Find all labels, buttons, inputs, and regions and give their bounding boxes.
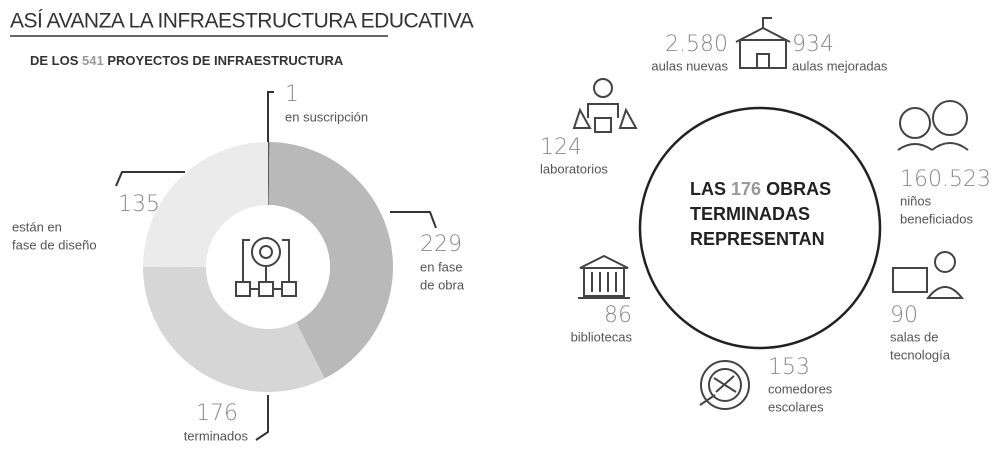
center-part: LAS xyxy=(690,179,726,199)
subtitle-highlight: 541 xyxy=(82,53,104,68)
leader-line xyxy=(255,395,269,441)
subtitle: DE LOS 541 PROYECTOS DE INFRAESTRUCTURA xyxy=(30,53,344,68)
center-text: REPRESENTAN xyxy=(690,229,825,249)
outcome-label: comedores xyxy=(768,381,833,396)
outcome-value: 2.580 xyxy=(665,32,728,57)
outcome-label: aulas mejoradas xyxy=(792,58,888,73)
segment-label: en suscripción xyxy=(285,109,368,124)
outcome-value: 153 xyxy=(768,355,810,380)
donut-segment xyxy=(143,266,325,392)
outcome-label: laboratorios xyxy=(540,161,608,176)
outcome-value: 934 xyxy=(792,32,834,57)
leader-line xyxy=(115,171,185,187)
outcome-value: 86 xyxy=(604,303,632,328)
subtitle-part: PROYECTOS DE INFRAESTRUCTURA xyxy=(107,53,344,68)
gear-icon xyxy=(235,237,297,297)
segment-label: en fase xyxy=(420,259,463,274)
segment-label: están en xyxy=(12,219,62,234)
outcome-value: 124 xyxy=(540,135,582,160)
outcome-label: aulas nuevas xyxy=(651,58,728,73)
plate-icon xyxy=(699,360,750,410)
segment-label: terminados xyxy=(184,428,249,443)
center-part: OBRAS xyxy=(766,179,831,199)
donut-segment xyxy=(143,142,268,267)
tech-icon xyxy=(892,251,965,299)
outcome-label: beneficiados xyxy=(900,211,973,226)
school-icon xyxy=(735,17,791,69)
center-circle xyxy=(638,106,882,350)
leader-line xyxy=(267,91,274,142)
center-highlight: 176 xyxy=(731,179,761,199)
segment-value: 176 xyxy=(196,401,238,426)
segment-label: de obra xyxy=(420,277,465,292)
segment-value: 229 xyxy=(420,232,462,257)
donut-segment xyxy=(268,142,270,206)
center-text: LAS 176 OBRAS xyxy=(690,179,831,199)
donut-labels: 1 en suscripción 229 en fase de obra 176 termi… xyxy=(12,82,465,443)
outcome-value: 160.523 xyxy=(900,167,991,192)
lab-icon xyxy=(572,78,638,133)
outcome-value: 90 xyxy=(890,303,918,328)
outcome-label: niños xyxy=(900,193,932,208)
outcome-label: tecnología xyxy=(890,347,951,362)
outcome-label: escolares xyxy=(768,399,824,414)
outcome-label: salas de xyxy=(890,329,938,344)
outcome-label: bibliotecas xyxy=(571,329,633,344)
kids-icon xyxy=(897,100,969,151)
segment-value: 135 xyxy=(118,192,160,217)
subtitle-part: DE LOS xyxy=(30,53,79,68)
segment-value: 1 xyxy=(285,82,299,107)
library-icon xyxy=(578,254,630,299)
segment-label: fase de diseño xyxy=(12,237,97,252)
donut-hole xyxy=(206,205,330,329)
donut-segment xyxy=(268,142,394,379)
title: ASÍ AVANZA LA INFRAESTRUCTURA EDUCATIVA xyxy=(10,10,474,33)
donut xyxy=(143,142,394,392)
leader-line xyxy=(390,211,437,229)
center-text: TERMINADAS xyxy=(690,204,810,224)
